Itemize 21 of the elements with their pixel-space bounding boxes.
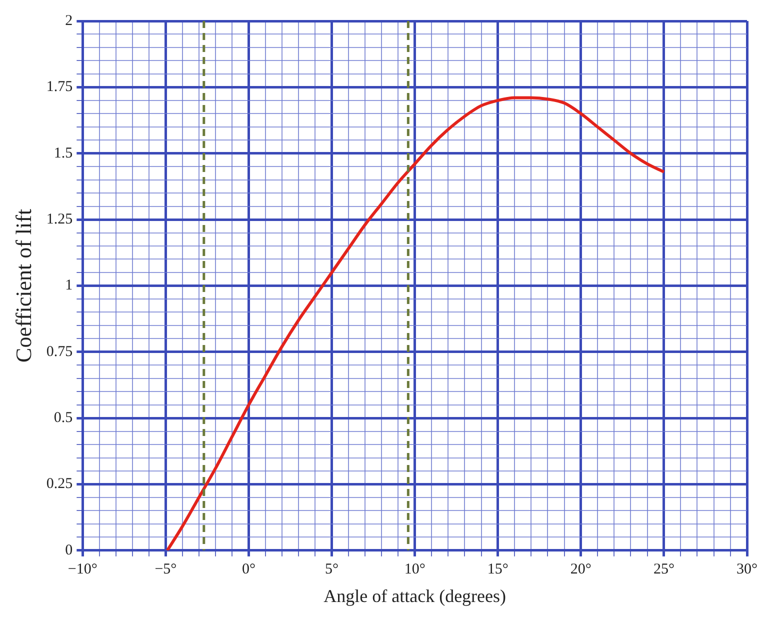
y-axis-title: Coefficient of lift <box>10 208 36 362</box>
x-axis-title: Angle of attack (degrees) <box>324 586 506 606</box>
x-tick-label: 30° <box>736 561 758 578</box>
y-tick-label: 1.75 <box>46 79 73 96</box>
x-tick-label: 0° <box>242 561 256 578</box>
x-tick-label: 10° <box>404 561 426 578</box>
x-tick-label: 20° <box>570 561 592 578</box>
x-tick-label: −5° <box>154 561 177 578</box>
x-tick-label: 5° <box>325 561 339 578</box>
x-tick-label: 15° <box>487 561 508 578</box>
x-tick-label: −10° <box>68 561 98 578</box>
x-tick-label: 25° <box>653 561 674 578</box>
y-tick-label: 0.25 <box>46 476 73 492</box>
line-series <box>166 96 666 550</box>
y-tick-label: 1.5 <box>54 145 73 162</box>
y-tick-label: 0.5 <box>54 410 73 426</box>
y-tick-label: 2 <box>65 12 73 29</box>
y-tick-label: 1 <box>65 278 73 294</box>
y-tick-label: 0.75 <box>46 344 73 360</box>
y-tick-label: 0 <box>65 542 73 558</box>
y-tick-label: 1.25 <box>46 211 73 228</box>
